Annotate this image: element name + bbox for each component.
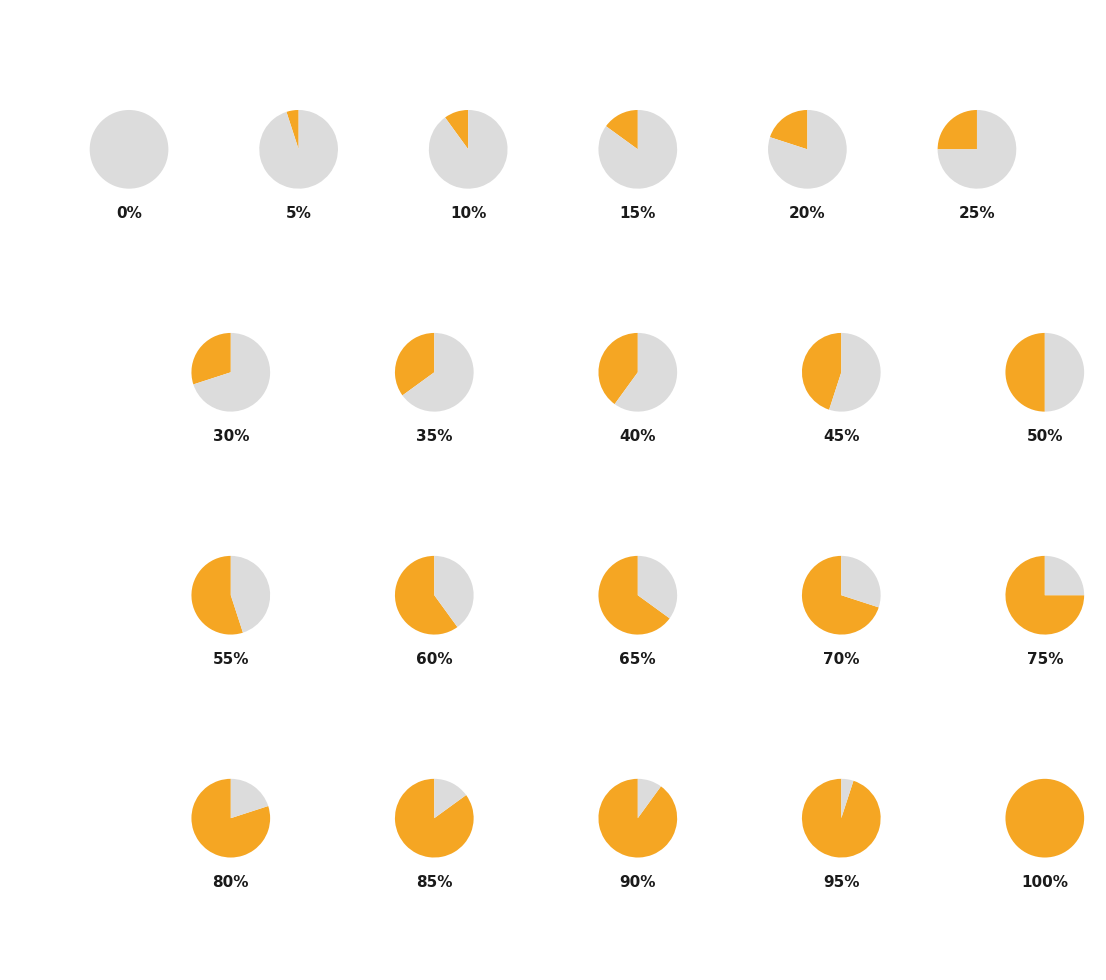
Wedge shape: [90, 110, 168, 189]
Text: 30%: 30%: [212, 428, 249, 444]
Wedge shape: [938, 110, 977, 149]
Wedge shape: [1005, 333, 1045, 412]
Wedge shape: [802, 333, 842, 410]
Text: 60%: 60%: [416, 652, 452, 666]
Wedge shape: [231, 779, 268, 818]
Wedge shape: [286, 110, 299, 149]
Wedge shape: [429, 110, 508, 189]
Text: 40%: 40%: [619, 428, 656, 444]
Wedge shape: [830, 333, 880, 412]
Wedge shape: [770, 110, 807, 149]
Text: 45%: 45%: [823, 428, 859, 444]
Text: 50%: 50%: [1026, 428, 1063, 444]
Wedge shape: [445, 110, 468, 149]
Wedge shape: [435, 779, 466, 818]
Text: 85%: 85%: [416, 874, 452, 890]
Text: 95%: 95%: [823, 874, 859, 890]
Wedge shape: [1005, 556, 1084, 635]
Wedge shape: [259, 110, 338, 189]
Text: 25%: 25%: [959, 206, 995, 220]
Text: 0%: 0%: [116, 206, 142, 220]
Text: 5%: 5%: [285, 206, 312, 220]
Wedge shape: [802, 556, 878, 635]
Wedge shape: [615, 333, 677, 412]
Wedge shape: [403, 333, 473, 412]
Text: 55%: 55%: [212, 652, 249, 666]
Wedge shape: [395, 333, 435, 395]
Text: 35%: 35%: [416, 428, 452, 444]
Wedge shape: [606, 110, 638, 149]
Text: 15%: 15%: [619, 206, 656, 220]
Wedge shape: [598, 779, 677, 858]
Wedge shape: [638, 779, 661, 818]
Text: 65%: 65%: [619, 652, 656, 666]
Wedge shape: [768, 110, 847, 189]
Wedge shape: [1045, 556, 1084, 595]
Wedge shape: [191, 556, 243, 635]
Wedge shape: [435, 556, 473, 627]
Wedge shape: [1005, 779, 1084, 858]
Wedge shape: [395, 779, 473, 858]
Text: 10%: 10%: [450, 206, 487, 220]
Wedge shape: [395, 556, 458, 635]
Text: 75%: 75%: [1026, 652, 1063, 666]
Wedge shape: [598, 333, 638, 404]
Wedge shape: [1045, 333, 1084, 412]
Text: 90%: 90%: [619, 874, 656, 890]
Wedge shape: [194, 333, 270, 412]
Wedge shape: [598, 110, 677, 189]
Wedge shape: [638, 556, 677, 618]
Wedge shape: [938, 110, 1016, 189]
Wedge shape: [191, 779, 270, 858]
Wedge shape: [598, 556, 669, 635]
Wedge shape: [842, 556, 880, 608]
Wedge shape: [191, 333, 231, 384]
Wedge shape: [231, 556, 270, 633]
Text: 100%: 100%: [1021, 874, 1068, 890]
Text: 80%: 80%: [212, 874, 249, 890]
Text: 20%: 20%: [789, 206, 826, 220]
Text: 70%: 70%: [823, 652, 859, 666]
Wedge shape: [802, 779, 880, 858]
Wedge shape: [842, 779, 854, 818]
